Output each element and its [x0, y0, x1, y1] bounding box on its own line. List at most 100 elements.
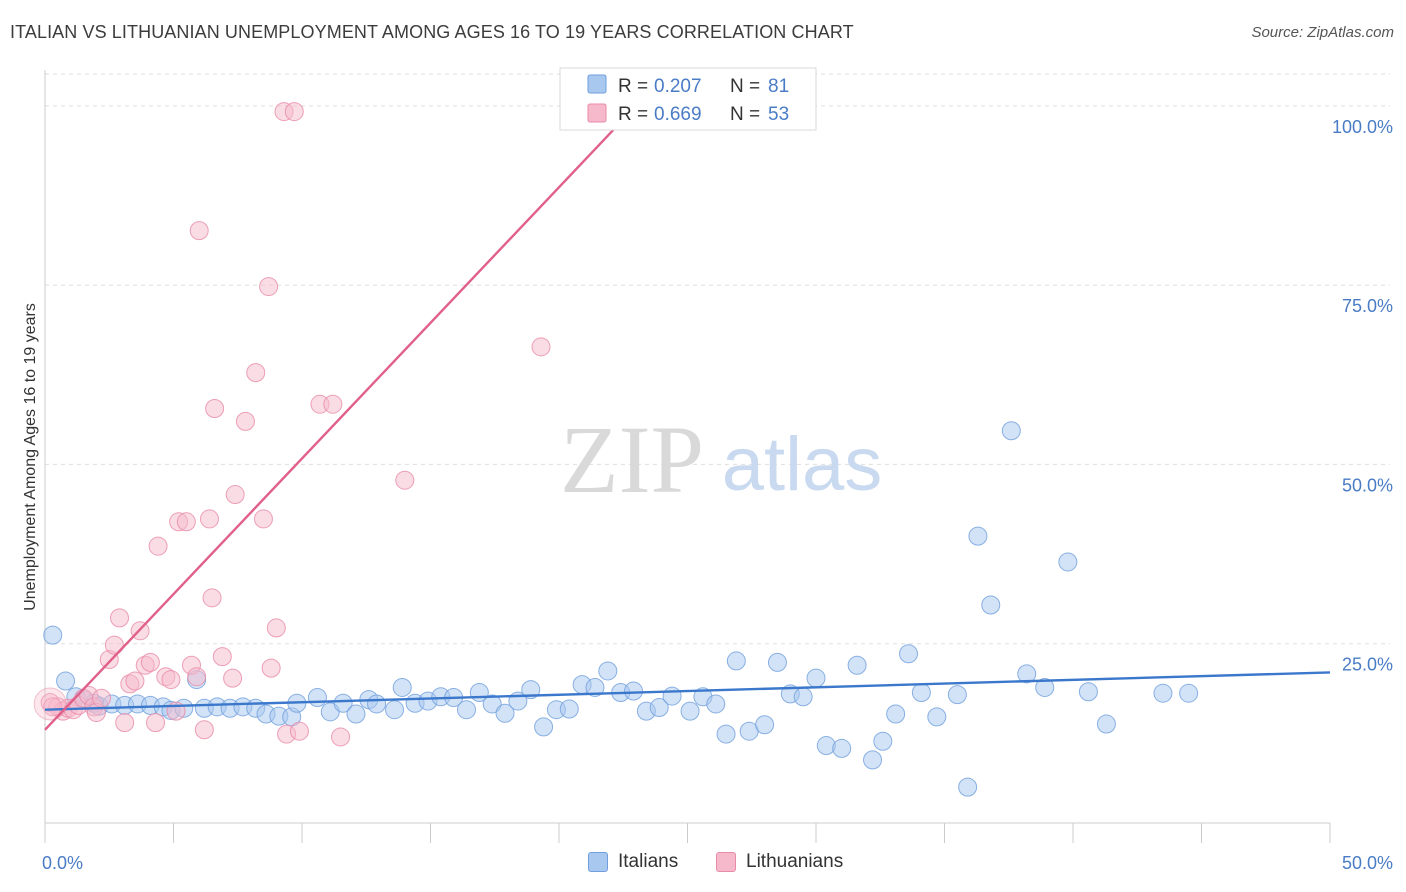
italians-point-46	[598, 661, 618, 681]
chart-title: ITALIAN VS LITHUANIAN UNEMPLOYMENT AMONG…	[10, 22, 854, 42]
legend-item-italians[interactable]: Italians	[588, 851, 678, 873]
italians-point-79	[1058, 552, 1078, 572]
series-legend: Italians Lithuanians	[0, 851, 1406, 879]
lithuanians-point-26	[176, 512, 196, 532]
italians-points	[43, 421, 1199, 797]
italians-point-69	[899, 644, 919, 664]
italians-point-59	[767, 652, 787, 672]
lithuanians-trend-line	[44, 105, 637, 731]
italians-point-37	[482, 694, 502, 714]
italians-point-66	[863, 750, 883, 770]
italians-point-54	[706, 694, 726, 714]
italians-point-56	[726, 651, 746, 671]
legend-n-label-lithuanians: N =	[730, 104, 760, 125]
lithuanians-point-30	[194, 720, 214, 740]
italians-point-81	[1096, 714, 1116, 734]
lithuanians-point-50	[395, 470, 415, 490]
lithuanians-point-21	[148, 536, 168, 556]
legend-swatch-lithuanians	[587, 103, 607, 123]
legend-swatch-lithuanians-bottom	[716, 852, 736, 872]
italians-point-1	[56, 671, 76, 691]
italians-point-43	[559, 699, 579, 719]
legend-r-label-italians: R =	[618, 76, 648, 97]
italians-point-73	[958, 777, 978, 797]
italians-point-26	[346, 704, 366, 724]
lithuanians-point-29	[189, 221, 209, 241]
italians-point-45	[585, 677, 605, 697]
italians-point-51	[662, 686, 682, 706]
italians-point-63	[816, 736, 836, 756]
lithuanians-point-46	[289, 721, 309, 741]
legend-r-label-lithuanians: R =	[618, 104, 648, 125]
italians-point-38	[495, 703, 515, 723]
italians-point-61	[793, 687, 813, 707]
axes: 25.0% 50.0% 75.0% 100.0% 0.0% 50.0%	[42, 70, 1393, 873]
legend-n-value-italians: 81	[768, 76, 789, 97]
italians-point-70	[911, 682, 931, 702]
italians-point-29	[385, 700, 405, 720]
italians-point-74	[968, 526, 988, 546]
lithuanians-point-20	[146, 713, 166, 733]
y-tick-label-0: 25.0%	[1342, 655, 1393, 675]
lithuanians-point-12	[104, 635, 124, 655]
lithuanians-point-36	[225, 485, 245, 505]
italians-point-48	[624, 681, 644, 701]
y-axis-label: Unemployment Among Ages 16 to 19 years	[22, 303, 39, 611]
lithuanians-points	[33, 102, 551, 747]
trend-lines	[44, 105, 1331, 731]
italians-point-62	[806, 668, 826, 688]
lithuanians-point-10	[92, 688, 112, 708]
y-tick-label-2: 75.0%	[1342, 296, 1393, 316]
italians-point-52	[680, 701, 700, 721]
italians-point-41	[534, 717, 554, 737]
italians-point-58	[755, 715, 775, 735]
italians-point-0	[43, 625, 63, 645]
legend-label-italians: Italians	[618, 851, 679, 872]
lithuanians-point-45	[284, 102, 304, 122]
source-label: Source: ZipAtlas.com	[1251, 24, 1394, 41]
lithuanians-point-23	[161, 670, 181, 690]
italians-point-23	[307, 688, 327, 707]
italians-point-80	[1078, 682, 1098, 702]
italians-point-64	[832, 738, 852, 758]
italians-point-75	[981, 595, 1001, 615]
legend-r-value-italians: 0.207	[654, 76, 702, 97]
italians-point-71	[927, 707, 947, 727]
stats-legend: R = 0.207 N = 81 R = 0.669 N = 53	[559, 67, 817, 131]
italians-point-55	[716, 724, 736, 744]
italians-point-76	[1001, 421, 1021, 441]
lithuanians-point-49	[331, 727, 351, 747]
lithuanians-point-48	[323, 394, 343, 414]
watermark-atlas: atlas	[722, 422, 883, 507]
italians-point-50	[649, 698, 669, 718]
lithuanians-point-41	[261, 658, 281, 678]
grid-lines	[45, 73, 1390, 645]
italians-point-77	[1017, 664, 1037, 684]
lithuanians-point-40	[259, 277, 279, 297]
lithuanians-point-52	[43, 697, 63, 717]
italians-point-78	[1035, 677, 1055, 697]
legend-item-lithuanians[interactable]: Lithuanians	[716, 851, 843, 873]
lithuanians-point-28	[187, 667, 207, 687]
watermark-zip: ZIP	[560, 406, 704, 513]
italians-point-30	[392, 677, 412, 697]
legend-label-lithuanians: Lithuanians	[746, 851, 844, 872]
legend-swatch-italians	[587, 74, 607, 94]
italians-trend-line	[44, 671, 1331, 711]
italians-point-67	[873, 731, 893, 751]
lithuanians-point-35	[223, 668, 243, 688]
lithuanians-point-34	[212, 647, 232, 667]
lithuanians-point-32	[202, 588, 222, 608]
lithuanians-point-51	[531, 337, 551, 357]
legend-swatch-italians-bottom	[588, 852, 608, 872]
legend-n-value-lithuanians: 53	[768, 104, 789, 125]
lithuanians-point-38	[246, 363, 266, 383]
lithuanians-point-39	[253, 509, 273, 529]
legend-r-value-lithuanians: 0.669	[654, 104, 702, 125]
y-tick-label-3: 100.0%	[1332, 117, 1393, 137]
x-tick-label-1: 50.0%	[1342, 853, 1393, 873]
italians-point-68	[886, 704, 906, 724]
lithuanians-point-16	[125, 671, 145, 691]
italians-point-72	[947, 685, 967, 705]
